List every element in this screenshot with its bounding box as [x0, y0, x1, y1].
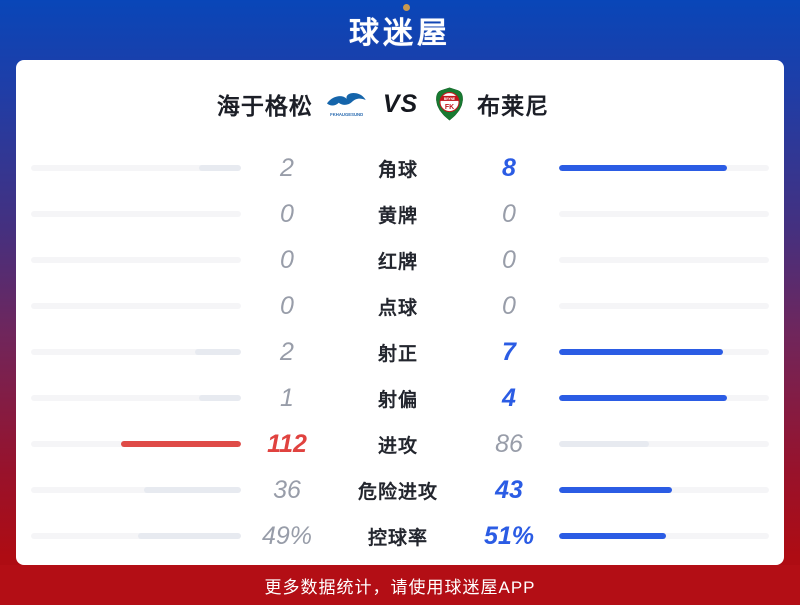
stat-row: 2 角球 8 [31, 145, 770, 191]
stat-label: 点球 [377, 297, 418, 319]
stat-row: 0 黄牌 0 [31, 191, 770, 237]
home-stat-value: 0 [280, 245, 294, 274]
stat-label: 射正 [377, 343, 418, 365]
away-stat-value: 0 [502, 245, 516, 274]
stat-label: 危险进攻 [357, 481, 438, 503]
away-stat-bar [559, 303, 769, 309]
home-stat-value: 36 [273, 475, 301, 504]
away-stat-bar-fill [559, 349, 723, 355]
haugesund-gull-crest-icon: FKHAUGESUND [326, 92, 366, 117]
stat-label: 红牌 [377, 251, 418, 273]
home-stat-bar [31, 211, 241, 217]
away-stat-bar [559, 441, 769, 447]
app-header-banner: 球迷屋 [0, 0, 800, 60]
away-stat-value: 43 [495, 475, 523, 504]
home-stat-bar-fill [194, 349, 241, 355]
stat-label: 控球率 [367, 527, 428, 549]
stat-row: 49% 控球率 51% [31, 513, 770, 559]
home-stat-bar-fill [199, 395, 241, 401]
footer-banner: 更多数据统计，请使用球迷屋APP [0, 565, 800, 605]
away-team-name: 布莱尼 [477, 93, 550, 119]
home-stat-bar [31, 303, 241, 309]
teams-header: 海于格松 FKHAUGESUND VS BRYNE FK 布莱尼 [31, 78, 770, 130]
home-stat-bar [31, 487, 241, 493]
qiumiwu-logo: 球迷屋 [349, 4, 451, 52]
home-stat-bar [31, 441, 241, 447]
away-stat-bar [559, 395, 769, 401]
stat-label: 角球 [377, 159, 418, 181]
stats-list: 2 角球 8 0 黄牌 0 0 红牌 0 0 点球 0 [31, 145, 770, 559]
away-stat-value: 51% [483, 521, 535, 550]
stat-row: 0 红牌 0 [31, 237, 770, 283]
stat-row: 2 射正 7 [31, 329, 770, 375]
svg-text:FK: FK [445, 104, 454, 111]
home-stat-bar [31, 395, 241, 401]
stat-row: 112 进攻 86 [31, 421, 770, 467]
stat-row: 0 点球 0 [31, 283, 770, 329]
home-team: 海于格松 FKHAUGESUND [31, 87, 383, 121]
away-team: BRYNE FK 布莱尼 [418, 87, 770, 121]
home-stat-value: 1 [280, 383, 294, 412]
home-stat-bar-fill [138, 533, 241, 539]
away-stat-bar [559, 211, 769, 217]
home-stat-value: 49% [261, 521, 313, 550]
away-stat-bar-fill [559, 441, 650, 447]
away-stat-bar [559, 165, 769, 171]
away-stat-bar [559, 533, 769, 539]
svg-text:FKHAUGESUND: FKHAUGESUND [330, 112, 363, 117]
away-stat-value: 86 [495, 429, 523, 458]
home-stat-bar [31, 533, 241, 539]
stat-row: 1 射偏 4 [31, 375, 770, 421]
away-stat-bar [559, 487, 769, 493]
away-stat-bar-fill [559, 165, 727, 171]
away-stat-bar [559, 349, 769, 355]
home-stat-bar-fill [199, 165, 241, 171]
away-stat-bar-fill [559, 487, 673, 493]
stat-label: 射偏 [377, 389, 418, 411]
away-stat-value: 0 [502, 291, 516, 320]
stat-label: 进攻 [377, 435, 418, 457]
away-stat-bar-fill [559, 533, 667, 539]
vs-label: VS [382, 89, 419, 118]
svg-text:BRYNE: BRYNE [444, 97, 456, 101]
home-stat-value: 112 [267, 429, 307, 458]
match-stats-card: 海于格松 FKHAUGESUND VS BRYNE FK 布莱尼 2 角球 [16, 60, 784, 565]
logo-gold-dot-icon [403, 4, 410, 11]
away-stat-bar [559, 257, 769, 263]
away-stat-value: 0 [502, 199, 516, 228]
home-team-name: 海于格松 [216, 93, 313, 119]
home-stat-value: 2 [280, 153, 294, 182]
home-stat-value: 0 [280, 291, 294, 320]
away-stat-value: 4 [502, 383, 516, 412]
home-stat-value: 0 [280, 199, 294, 228]
bryne-fk-crest-icon: BRYNE FK [436, 87, 464, 121]
home-stat-bar [31, 165, 241, 171]
stat-row: 36 危险进攻 43 [31, 467, 770, 513]
home-stat-bar [31, 257, 241, 263]
home-stat-value: 2 [280, 337, 294, 366]
logo-text: 球迷屋 [349, 17, 451, 50]
away-stat-value: 7 [502, 337, 516, 366]
home-stat-bar [31, 349, 241, 355]
away-stat-bar-fill [559, 395, 727, 401]
stat-label: 黄牌 [377, 205, 418, 227]
home-stat-bar-fill [121, 441, 241, 447]
away-stat-value: 8 [502, 153, 516, 182]
home-stat-bar-fill [144, 487, 241, 493]
footer-promo-text: 更多数据统计，请使用球迷屋APP [264, 577, 536, 597]
